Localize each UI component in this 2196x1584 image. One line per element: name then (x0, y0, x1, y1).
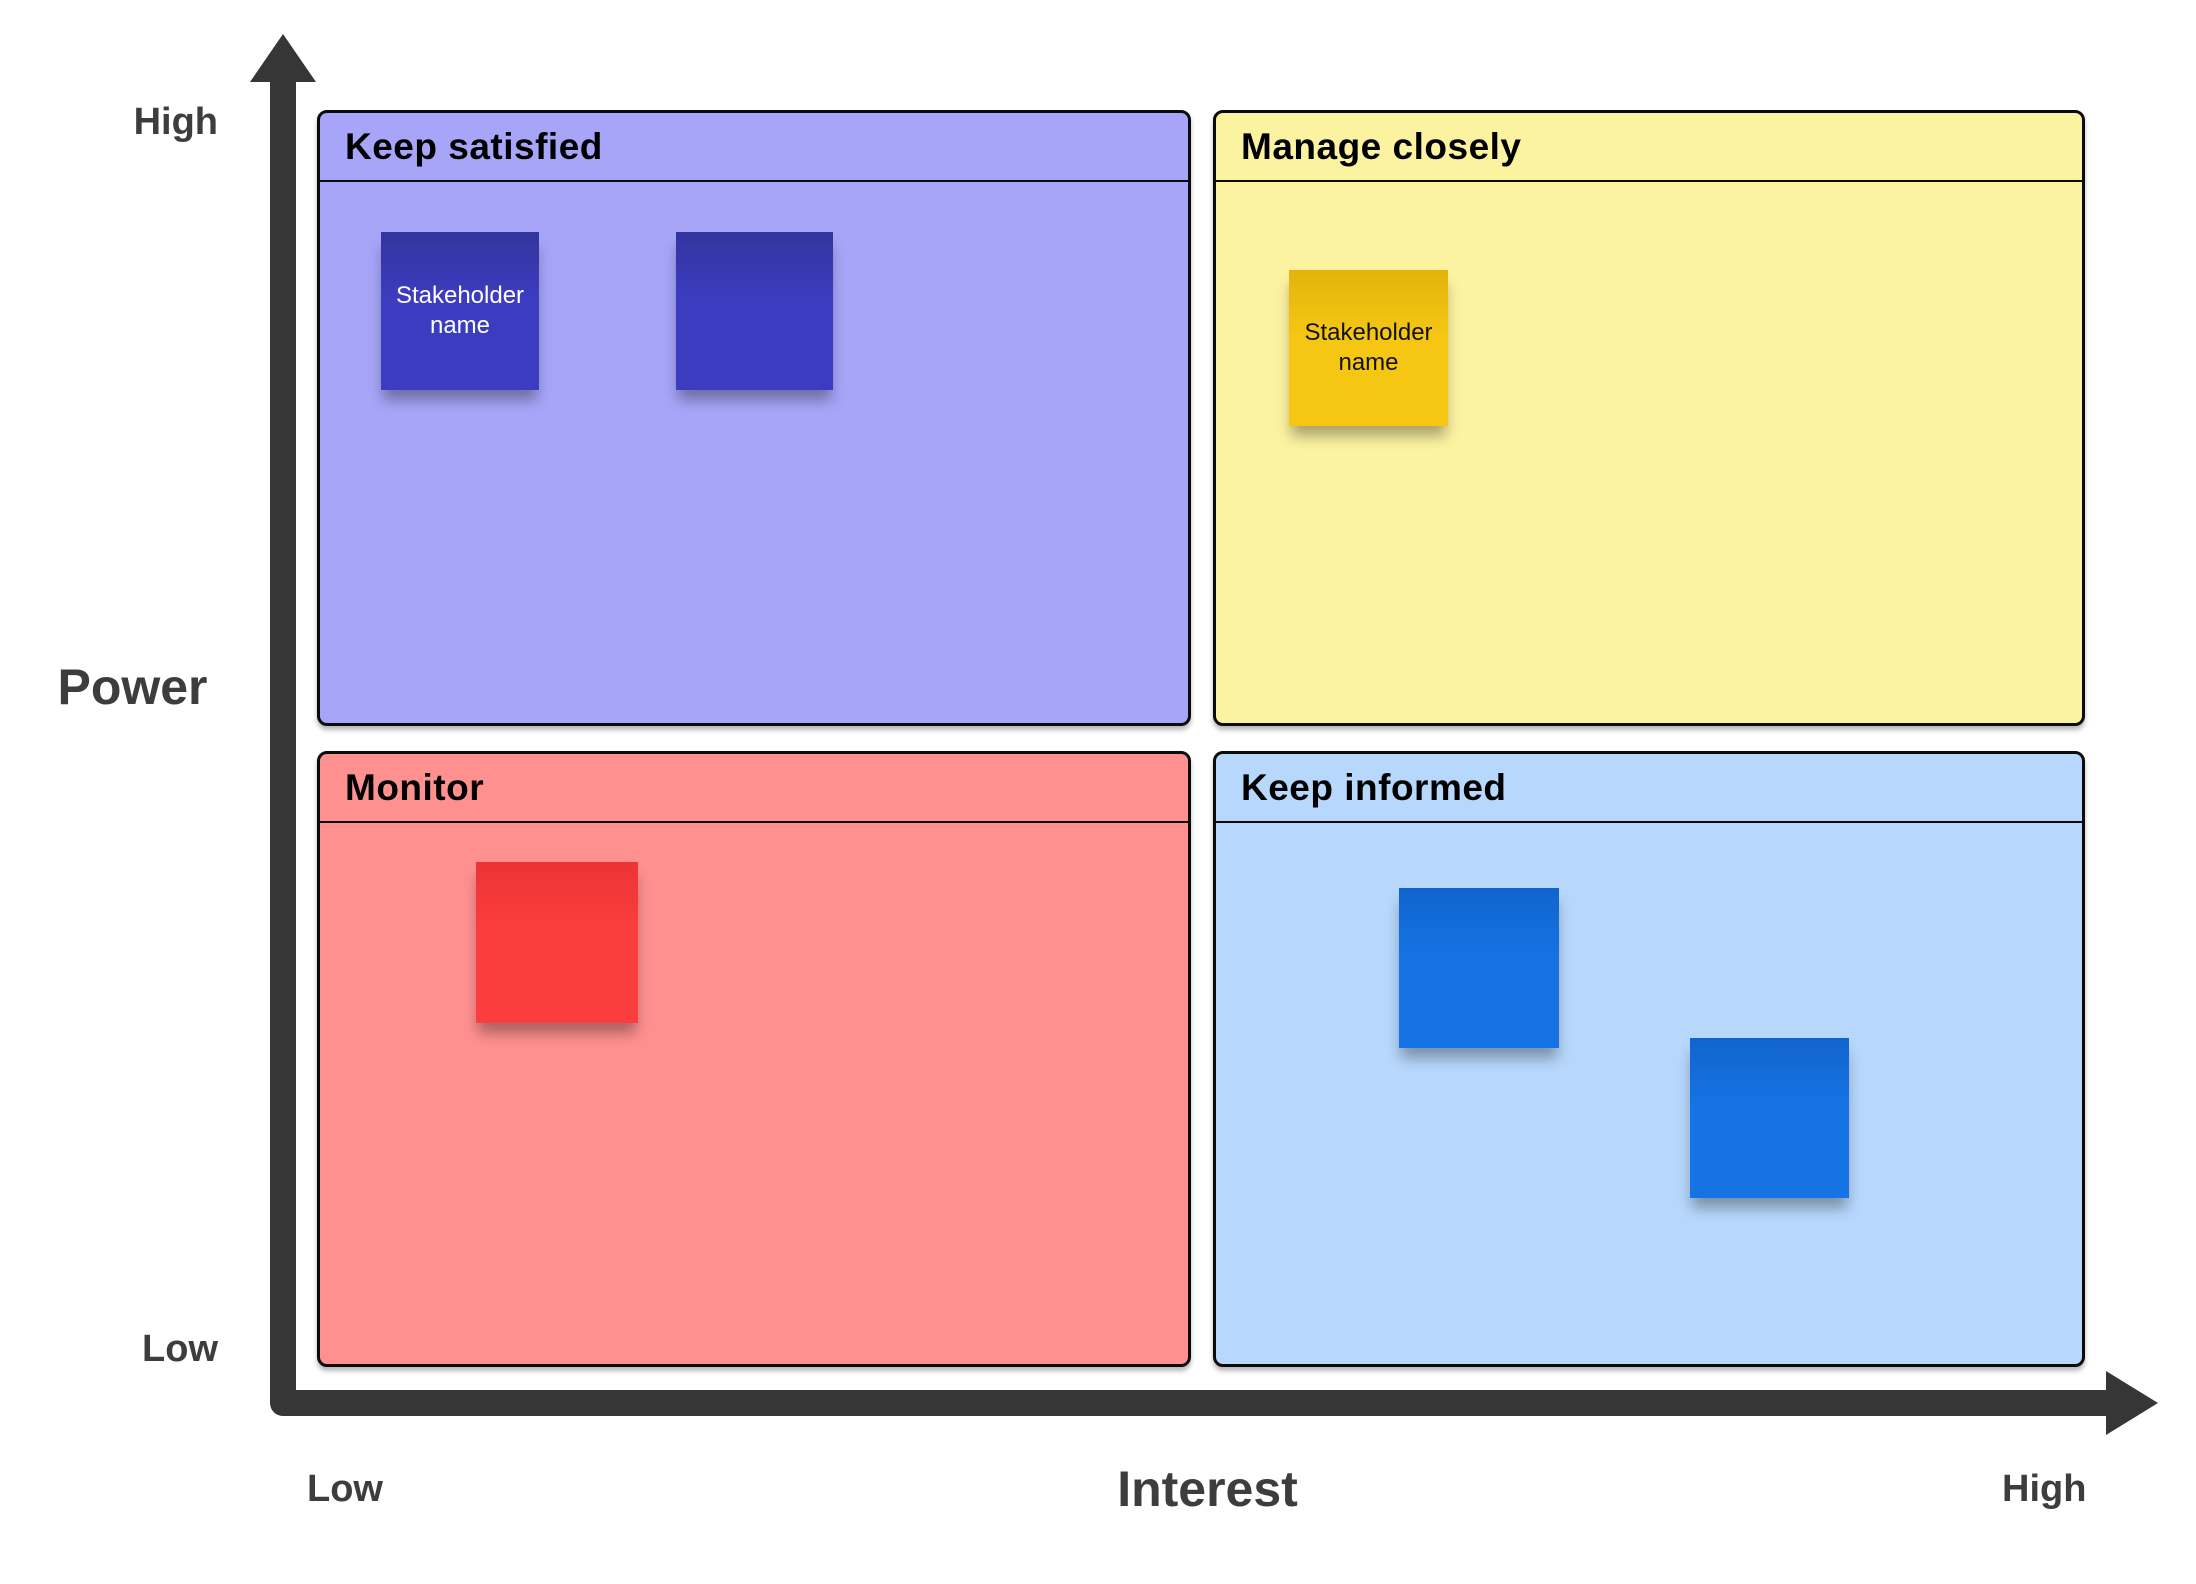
x-axis-low-label: Low (307, 1468, 383, 1510)
x-axis-title: Interest (1117, 1461, 1298, 1517)
quadrant-keep-informed: Keep informed (1213, 751, 2085, 1367)
quadrant-title: Monitor (345, 766, 485, 808)
x-axis-high-label: High (2002, 1468, 2087, 1510)
quadrant-header: Manage closely (1216, 113, 2082, 182)
x-axis-arrowhead-icon (2106, 1371, 2158, 1435)
sticky-note[interactable]: Stakeholder name (381, 232, 539, 390)
quadrant-header: Keep informed (1216, 754, 2082, 823)
y-axis-arrowhead-icon (250, 34, 316, 82)
quadrant-title: Keep satisfied (345, 125, 603, 167)
sticky-note[interactable] (676, 232, 833, 390)
sticky-note[interactable]: Stakeholder name (1289, 270, 1448, 426)
y-axis-title: Power (57, 659, 208, 715)
sticky-note[interactable] (1399, 888, 1559, 1048)
sticky-note[interactable] (476, 862, 638, 1023)
sticky-note[interactable] (1690, 1038, 1849, 1198)
y-axis-low-label: Low (142, 1328, 218, 1370)
quadrant-manage-closely: Manage closely Stakeholder name (1213, 110, 2085, 726)
quadrant-title: Manage closely (1241, 125, 1522, 167)
y-axis-high-label: High (133, 101, 218, 143)
quadrant-title: Keep informed (1241, 766, 1507, 808)
quadrant-header: Keep satisfied (320, 113, 1188, 182)
quadrant-keep-satisfied: Keep satisfied Stakeholder name (317, 110, 1191, 726)
quadrant-monitor: Monitor (317, 751, 1191, 1367)
quadrant-header: Monitor (320, 754, 1188, 823)
